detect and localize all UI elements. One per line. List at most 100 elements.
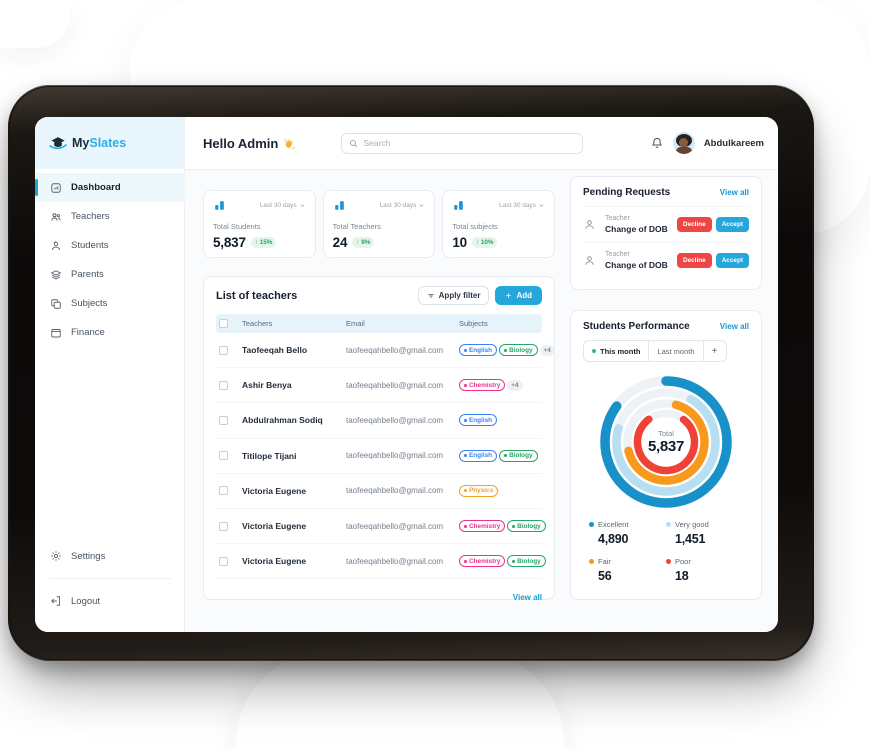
add-tab-button[interactable]: + bbox=[711, 345, 718, 357]
stat-label: Total Students bbox=[213, 222, 261, 231]
decline-button[interactable]: Decline bbox=[676, 217, 712, 232]
legend-dot bbox=[589, 559, 594, 564]
sidebar-item-parents[interactable]: Parents bbox=[35, 260, 185, 289]
performance-view-all-link[interactable]: View all bbox=[719, 322, 749, 331]
teachers-view-all-link[interactable]: View all bbox=[512, 593, 542, 603]
add-teacher-button[interactable]: Add bbox=[495, 286, 542, 305]
sidebar-item-settings[interactable]: Settings bbox=[35, 543, 185, 569]
row-checkbox[interactable] bbox=[219, 451, 228, 461]
subject-badges: Chemistry Biology bbox=[459, 555, 546, 568]
stat-change-badge: ↑ 10% bbox=[471, 237, 498, 248]
stat-card-teachers: Last 30 days Total Teachers 24 ↑ 9% bbox=[322, 190, 436, 258]
table-row[interactable]: Titilope Tijani taofeeqahbello@gmail.com E… bbox=[216, 439, 542, 474]
legend-value: 56 bbox=[598, 569, 612, 583]
table-row[interactable]: Ashir Benya taofeeqahbello@gmail.com Chemi… bbox=[216, 368, 542, 404]
teacher-email: taofeeqahbello@gmail.com bbox=[346, 521, 444, 531]
table-body: Taofeeqah Bello taofeeqahbello@gmail.com E… bbox=[204, 333, 555, 580]
row-checkbox[interactable] bbox=[219, 521, 228, 531]
sidebar-item-logout[interactable]: Logout bbox=[35, 588, 185, 614]
teacher-name: Ashir Benya bbox=[242, 380, 292, 391]
column-header-email: Email bbox=[346, 319, 365, 328]
teacher-email: taofeeqahbello@gmail.com bbox=[346, 380, 444, 390]
greeting-text: Hello Admin bbox=[203, 135, 279, 151]
accept-button[interactable]: Accept bbox=[715, 217, 749, 232]
period-label: Last 30 days bbox=[259, 202, 297, 209]
sidebar-item-label: Teachers bbox=[71, 211, 110, 222]
sidebar-nav: Dashboard Teachers Students Parents Subjects… bbox=[35, 173, 185, 347]
sidebar-item-label: Dashboard bbox=[71, 182, 121, 193]
row-checkbox[interactable] bbox=[219, 345, 228, 355]
stat-card-subjects: Last 30 days Total subjects 10 ↑ 10% bbox=[442, 190, 556, 258]
period-dropdown[interactable]: Last 30 days bbox=[499, 202, 545, 209]
apply-filter-button[interactable]: Apply filter bbox=[417, 286, 490, 305]
sidebar-item-subjects[interactable]: Subjects bbox=[35, 289, 185, 318]
logout-icon bbox=[50, 595, 62, 607]
subject-badges: Chemistry Biology bbox=[459, 520, 546, 533]
table-row[interactable]: Victoria Eugene taofeeqahbello@gmail.com P… bbox=[216, 474, 542, 509]
avatar[interactable] bbox=[672, 132, 695, 154]
subject-badge: Biology bbox=[507, 555, 546, 568]
table-header: Teachers Email Subjects bbox=[216, 314, 542, 333]
brand-logo[interactable]: MySlates bbox=[35, 117, 184, 169]
divider bbox=[49, 578, 171, 579]
period-dropdown[interactable]: Last 30 days bbox=[260, 202, 306, 209]
row-checkbox[interactable] bbox=[219, 486, 228, 496]
select-all-checkbox[interactable] bbox=[219, 319, 228, 328]
row-checkbox[interactable] bbox=[219, 556, 228, 566]
table-row[interactable]: Victoria Eugene taofeeqahbello@gmail.com C… bbox=[216, 544, 546, 580]
row-checkbox[interactable] bbox=[219, 415, 228, 425]
filter-icon bbox=[427, 293, 434, 298]
sidebar-item-finance[interactable]: Finance bbox=[35, 318, 185, 347]
legend-label: Poor bbox=[675, 557, 691, 566]
teachers-list-card: List of teachers Apply filter Add Teache… bbox=[203, 276, 555, 603]
sidebar-item-label: Logout bbox=[71, 595, 101, 607]
bar-chart-icon bbox=[334, 201, 344, 210]
tab-last-month[interactable]: Last month bbox=[649, 341, 704, 361]
stats-row: Last 30 days Total Students 5,837 ↑ 15% L… bbox=[203, 190, 556, 258]
period-label: Last 30 days bbox=[379, 202, 417, 209]
table-row[interactable]: Taofeeqah Bello taofeeqahbello@gmail.com E… bbox=[216, 333, 555, 369]
decline-button[interactable]: Decline bbox=[676, 253, 712, 268]
subject-badge: Biology bbox=[507, 520, 546, 533]
performance-donut-chart: Total 5,837 bbox=[596, 372, 736, 512]
person-icon bbox=[583, 218, 596, 231]
subject-badge: Biology bbox=[499, 344, 538, 357]
dashboard-content: Last 30 days Total Students 5,837 ↑ 15% L… bbox=[185, 170, 778, 632]
sidebar-item-dashboard[interactable]: Dashboard bbox=[35, 173, 185, 202]
accept-button[interactable]: Accept bbox=[715, 253, 749, 268]
subject-badges: Physics bbox=[459, 484, 542, 497]
sidebar-item-students[interactable]: Students bbox=[35, 231, 185, 260]
request-item: Teacher Change of DOB Decline Accept bbox=[583, 206, 749, 234]
pending-view-all-link[interactable]: View all bbox=[719, 188, 749, 197]
sidebar-item-teachers[interactable]: Teachers bbox=[35, 202, 185, 231]
subject-badge: Chemistry bbox=[459, 555, 506, 568]
table-row[interactable]: Abdulrahman Sodiq taofeeqahbello@gmail.co… bbox=[216, 403, 542, 439]
table-row[interactable]: Victoria Eugene taofeeqahbello@gmail.com C… bbox=[216, 509, 546, 545]
row-checkbox[interactable] bbox=[219, 380, 228, 390]
legend-value: 1,451 bbox=[675, 532, 706, 546]
subject-badge: English bbox=[459, 344, 498, 357]
period-dropdown[interactable]: Last 30 days bbox=[379, 202, 425, 209]
notification-bell-icon[interactable] bbox=[650, 136, 664, 150]
tab-this-month[interactable]: This month bbox=[584, 341, 650, 361]
teacher-name: Titilope Tijani bbox=[242, 450, 297, 461]
subject-badge: English bbox=[459, 449, 498, 462]
legend-dot bbox=[666, 559, 671, 564]
subject-badge: Chemistry bbox=[459, 520, 506, 533]
add-label: Add bbox=[516, 291, 532, 300]
teachers-icon bbox=[50, 211, 62, 223]
legend-item: Poor 18 bbox=[666, 557, 743, 583]
subject-badge: Physics bbox=[459, 484, 499, 497]
sidebar-item-label: Settings bbox=[71, 550, 106, 562]
search-input[interactable] bbox=[363, 138, 576, 148]
stat-change-badge: ↑ 15% bbox=[250, 237, 277, 248]
bar-chart-icon bbox=[454, 201, 464, 210]
request-role: Teacher bbox=[605, 251, 630, 258]
brand-name-secondary: Slates bbox=[89, 136, 127, 150]
search-box bbox=[341, 132, 584, 154]
finance-icon bbox=[50, 327, 62, 339]
stat-label: Total subjects bbox=[452, 222, 498, 231]
bar-chart-icon bbox=[215, 201, 224, 210]
background-blob bbox=[235, 648, 565, 749]
top-header: Hello Admin Abdulkareem bbox=[185, 117, 778, 170]
